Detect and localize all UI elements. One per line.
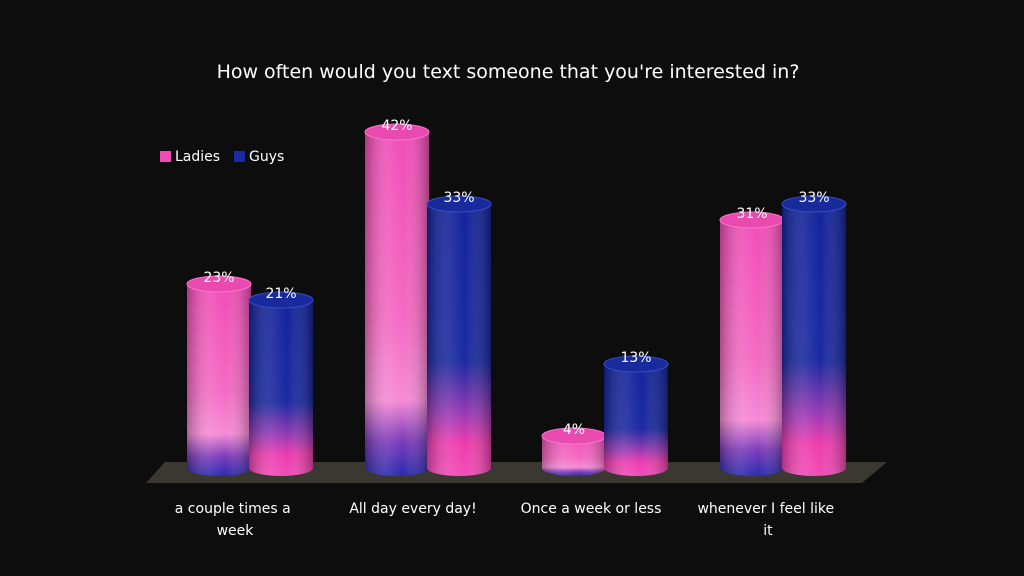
bar-guys-1-shading bbox=[427, 204, 491, 476]
bar-ladies-1 bbox=[364, 123, 430, 476]
chart-floor bbox=[146, 462, 887, 483]
bar-ladies-0 bbox=[186, 275, 252, 476]
bar-guys-2-shading bbox=[604, 364, 668, 476]
category-labels: a couple times a week All day every day!… bbox=[175, 501, 838, 539]
bar-guys-2 bbox=[603, 355, 669, 476]
category-label-0: a couple times a week bbox=[175, 501, 295, 539]
bar-ladies-0-shading bbox=[187, 284, 251, 476]
legend-swatch-ladies bbox=[160, 151, 171, 162]
bar-guys-3 bbox=[781, 195, 847, 476]
bar-ladies-2-shading bbox=[542, 436, 606, 476]
bar-ladies-1-shading bbox=[365, 132, 429, 476]
category-label-3: whenever I feel like it bbox=[697, 501, 838, 539]
bar-guys-0 bbox=[248, 291, 314, 476]
data-label-ladies-1: 42% bbox=[381, 118, 412, 134]
data-label-guys-0: 21% bbox=[265, 286, 296, 302]
bar-ladies-1-top bbox=[364, 123, 430, 141]
legend-swatch-guys bbox=[234, 151, 245, 162]
bars-group: 23% 21% 42% 33% 4% 13% 31% 33% bbox=[186, 118, 847, 476]
bar-ladies-3 bbox=[719, 211, 785, 476]
bar-guys-0-top bbox=[248, 291, 314, 309]
chart-title: How often would you text someone that yo… bbox=[217, 61, 800, 83]
category-label-1: All day every day! bbox=[349, 501, 476, 517]
bar-guys-0-shading bbox=[249, 300, 313, 476]
category-label-3-line-2: it bbox=[763, 523, 773, 539]
bar-ladies-0-top bbox=[186, 275, 252, 293]
bar-guys-3-shading bbox=[782, 204, 846, 476]
data-label-ladies-2: 4% bbox=[563, 422, 585, 438]
category-label-3-line-1: whenever I feel like bbox=[697, 501, 834, 517]
data-label-guys-3: 33% bbox=[798, 190, 829, 206]
category-label-2: Once a week or less bbox=[521, 501, 662, 517]
data-label-ladies-0: 23% bbox=[203, 270, 234, 286]
data-label-guys-2: 13% bbox=[620, 350, 651, 366]
bar-ladies-2 bbox=[541, 427, 607, 476]
legend: Ladies Guys bbox=[160, 149, 284, 165]
legend-label-ladies: Ladies bbox=[175, 149, 220, 165]
category-label-0-line-1: a couple times a bbox=[175, 501, 291, 517]
bar-guys-3-top bbox=[781, 195, 847, 213]
data-label-ladies-3: 31% bbox=[736, 206, 767, 222]
category-label-0-line-2: week bbox=[217, 523, 255, 539]
data-label-guys-1: 33% bbox=[443, 190, 474, 206]
bar-guys-1-top bbox=[426, 195, 492, 213]
bar-ladies-3-shading bbox=[720, 220, 784, 476]
bar-guys-2-top bbox=[603, 355, 669, 373]
legend-label-guys: Guys bbox=[249, 149, 284, 165]
bar-guys-1 bbox=[426, 195, 492, 476]
